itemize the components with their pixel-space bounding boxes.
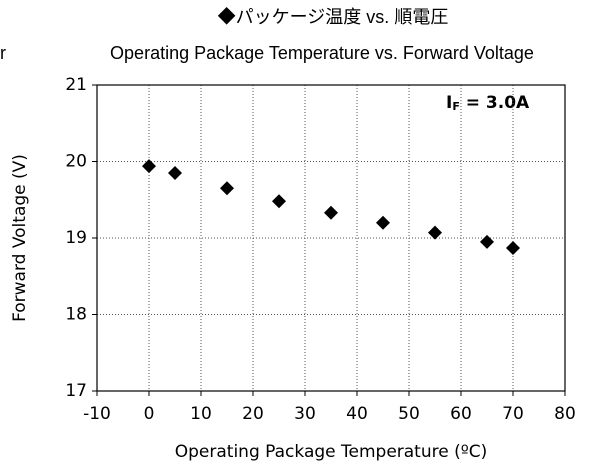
annotation-text: = 3.0A: [460, 93, 530, 113]
cut-text: r: [0, 43, 6, 63]
chart-subtitle: Operating Package Temperature vs. Forwar…: [110, 43, 534, 63]
annotation-symbol: I: [446, 93, 452, 113]
data-point: [142, 159, 156, 174]
data-point: [220, 181, 234, 196]
x-tick-label: 10: [190, 404, 212, 424]
chart-title: ◆パッケージ温度 vs. 順電圧: [218, 7, 449, 27]
annotation: IF = 3.0A: [446, 93, 530, 113]
y-tick-label: 21: [65, 75, 87, 95]
y-tick-label: 19: [65, 228, 87, 248]
x-tick-label: 30: [294, 404, 316, 424]
y-axis-label: Forward Voltage (V): [10, 154, 30, 322]
data-point: [168, 165, 182, 180]
data-point: [428, 225, 442, 240]
x-tick-label: -10: [83, 404, 111, 424]
data-point: [376, 215, 390, 230]
x-tick-label: 60: [450, 404, 472, 424]
x-tick-label: 20: [242, 404, 264, 424]
y-tick-label: 17: [65, 381, 87, 401]
annotation-subscript: F: [452, 100, 460, 113]
x-tick-label: 50: [398, 404, 420, 424]
data-point: [272, 194, 286, 209]
x-axis-label: Operating Package Temperature (ºC): [175, 442, 488, 462]
data-point: [324, 205, 338, 220]
x-tick-label: 70: [502, 404, 524, 424]
y-tick-label: 20: [65, 152, 87, 172]
y-tick-label: 18: [65, 305, 87, 325]
data-point: [480, 234, 494, 249]
plot-frame: [96, 84, 566, 392]
x-tick-label: 80: [554, 404, 576, 424]
x-tick-label: 0: [144, 404, 155, 424]
x-tick-label: 40: [346, 404, 368, 424]
data-point: [506, 240, 520, 255]
